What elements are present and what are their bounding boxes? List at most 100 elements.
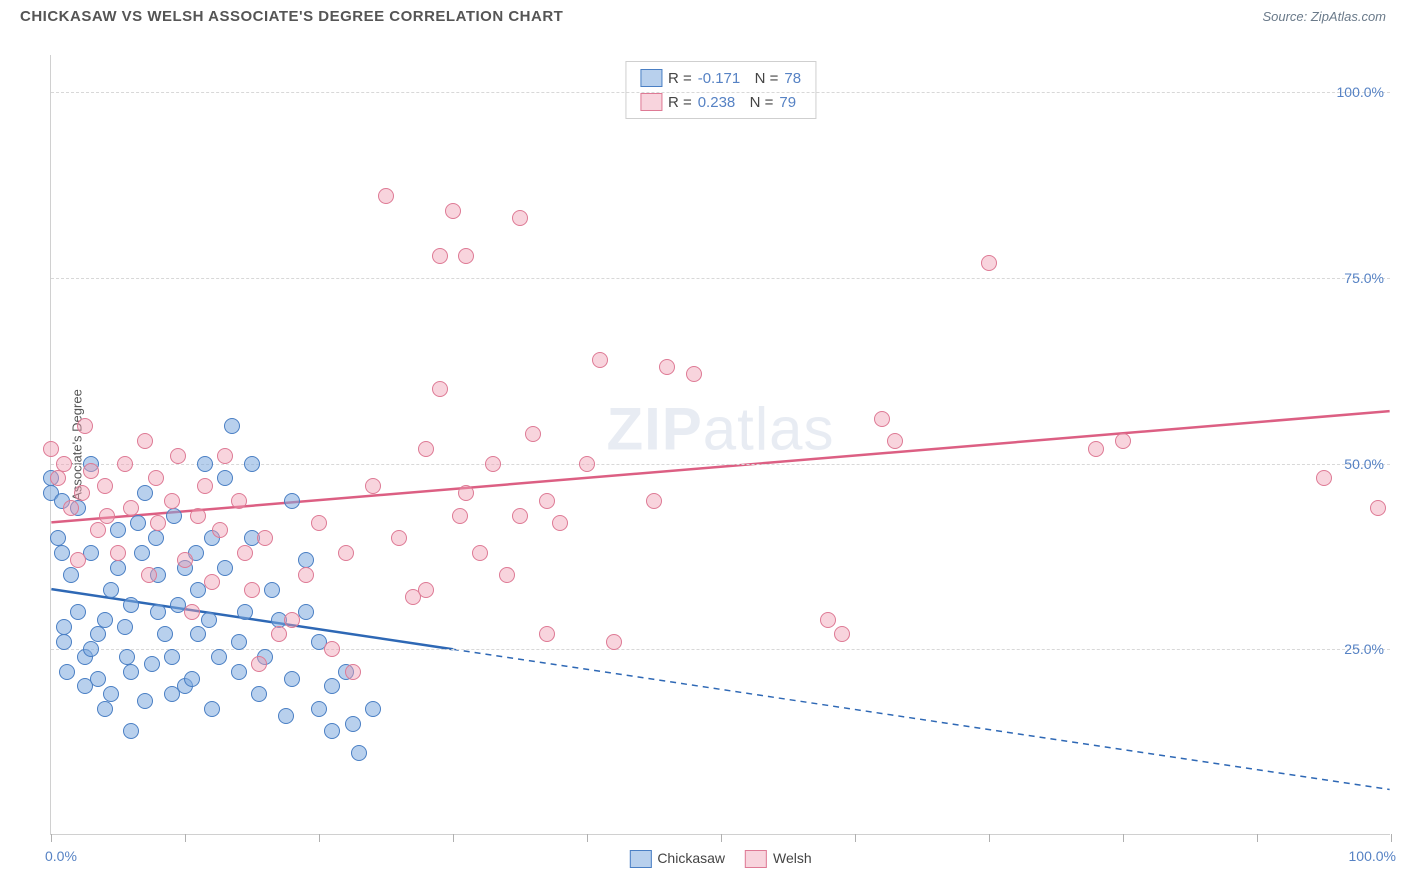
data-point	[137, 693, 153, 709]
data-point	[231, 634, 247, 650]
data-point	[445, 203, 461, 219]
data-point	[90, 671, 106, 687]
data-point	[148, 530, 164, 546]
chart-title: CHICKASAW VS WELSH ASSOCIATE'S DEGREE CO…	[20, 8, 563, 25]
data-point	[345, 716, 361, 732]
data-point	[298, 567, 314, 583]
data-point	[103, 582, 119, 598]
n-value-welsh: 79	[779, 94, 796, 111]
data-point	[99, 508, 115, 524]
data-point	[237, 545, 253, 561]
data-point	[231, 664, 247, 680]
data-point	[391, 530, 407, 546]
data-point	[499, 567, 515, 583]
data-point	[56, 456, 72, 472]
y-axis-label: Associate's Degree	[69, 389, 84, 501]
x-tick	[453, 834, 454, 842]
data-point	[579, 456, 595, 472]
data-point	[525, 426, 541, 442]
data-point	[134, 545, 150, 561]
stats-row-chickasaw: R = -0.171 N = 78	[640, 66, 801, 90]
data-point	[264, 582, 280, 598]
x-tick	[587, 834, 588, 842]
data-point	[271, 626, 287, 642]
data-point	[539, 493, 555, 509]
data-point	[204, 574, 220, 590]
data-point	[432, 381, 448, 397]
data-point	[170, 448, 186, 464]
data-point	[217, 560, 233, 576]
gridline-h	[51, 278, 1390, 279]
trend-lines	[51, 55, 1390, 834]
data-point	[1088, 441, 1104, 457]
x-tick	[1391, 834, 1392, 842]
data-point	[298, 552, 314, 568]
data-point	[874, 411, 890, 427]
data-point	[130, 515, 146, 531]
data-point	[184, 604, 200, 620]
data-point	[74, 485, 90, 501]
data-point	[177, 552, 193, 568]
data-point	[123, 664, 139, 680]
data-point	[244, 456, 260, 472]
data-point	[50, 470, 66, 486]
x-tick	[51, 834, 52, 842]
stats-row-welsh: R = 0.238 N = 79	[640, 90, 801, 114]
data-point	[144, 656, 160, 672]
data-point	[83, 463, 99, 479]
x-tick	[185, 834, 186, 842]
data-point	[97, 478, 113, 494]
r-value-chickasaw: -0.171	[698, 70, 741, 87]
data-point	[592, 352, 608, 368]
data-point	[56, 619, 72, 635]
data-point	[820, 612, 836, 628]
data-point	[54, 545, 70, 561]
data-point	[552, 515, 568, 531]
data-point	[150, 515, 166, 531]
y-tick-label: 100.0%	[1337, 84, 1384, 100]
series-legend: Chickasaw Welsh	[629, 850, 811, 868]
data-point	[311, 701, 327, 717]
data-point	[659, 359, 675, 375]
stats-legend: R = -0.171 N = 78 R = 0.238 N = 79	[625, 61, 816, 119]
data-point	[217, 448, 233, 464]
data-point	[119, 649, 135, 665]
y-tick-label: 75.0%	[1344, 270, 1384, 286]
swatch-welsh	[640, 93, 662, 111]
r-value-welsh: 0.238	[698, 94, 736, 111]
data-point	[217, 470, 233, 486]
data-point	[77, 418, 93, 434]
data-point	[418, 582, 434, 598]
data-point	[123, 597, 139, 613]
data-point	[324, 678, 340, 694]
data-point	[148, 470, 164, 486]
swatch-welsh-icon	[745, 850, 767, 868]
data-point	[324, 641, 340, 657]
data-point	[458, 485, 474, 501]
data-point	[97, 701, 113, 717]
gridline-h	[51, 92, 1390, 93]
data-point	[686, 366, 702, 382]
data-point	[646, 493, 662, 509]
data-point	[201, 612, 217, 628]
data-point	[212, 522, 228, 538]
data-point	[157, 626, 173, 642]
data-point	[123, 723, 139, 739]
data-point	[164, 649, 180, 665]
data-point	[485, 456, 501, 472]
data-point	[257, 530, 273, 546]
data-point	[150, 604, 166, 620]
data-point	[110, 560, 126, 576]
data-point	[137, 485, 153, 501]
data-point	[284, 612, 300, 628]
data-point	[251, 656, 267, 672]
data-point	[224, 418, 240, 434]
data-point	[834, 626, 850, 642]
data-point	[190, 508, 206, 524]
data-point	[141, 567, 157, 583]
data-point	[458, 248, 474, 264]
data-point	[418, 441, 434, 457]
x-tick-label-right: 100.0%	[1349, 848, 1396, 864]
y-tick-label: 25.0%	[1344, 641, 1384, 657]
data-point	[472, 545, 488, 561]
